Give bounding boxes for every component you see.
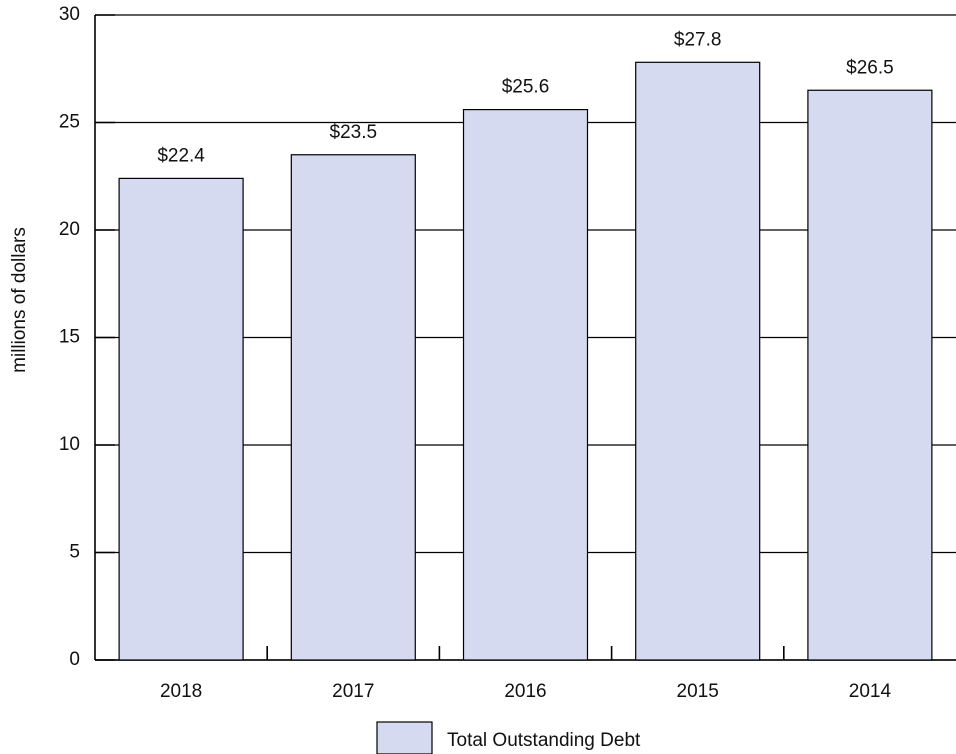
y-tick-label: 15	[59, 327, 80, 348]
y-tick-label: 5	[69, 542, 80, 563]
y-tick-label: 10	[59, 434, 80, 455]
y-tick-label: 20	[59, 219, 80, 240]
bar	[462, 108, 589, 661]
legend-swatch	[376, 721, 433, 754]
bar	[290, 154, 416, 661]
value-label: $25.6	[502, 77, 550, 98]
value-label: $23.5	[330, 122, 378, 143]
x-tick-label: 2018	[160, 681, 202, 702]
y-tick-label: 25	[59, 112, 80, 133]
x-tick-label: 2014	[849, 681, 892, 702]
y-tick-label: 30	[59, 4, 80, 25]
bar	[118, 177, 244, 661]
legend-label: Total Outstanding Debt	[447, 730, 641, 751]
y-tick-label: 0	[69, 649, 80, 670]
x-tick-label: 2017	[332, 681, 374, 702]
value-label: $22.4	[157, 145, 205, 166]
bar	[635, 61, 761, 661]
x-tick-label: 2015	[677, 681, 719, 702]
y-axis-label: millions of dollars	[9, 227, 30, 373]
value-label: $27.8	[674, 29, 722, 50]
bar	[807, 89, 933, 661]
x-tick-label: 2016	[504, 681, 546, 702]
value-label: $26.5	[846, 57, 894, 78]
